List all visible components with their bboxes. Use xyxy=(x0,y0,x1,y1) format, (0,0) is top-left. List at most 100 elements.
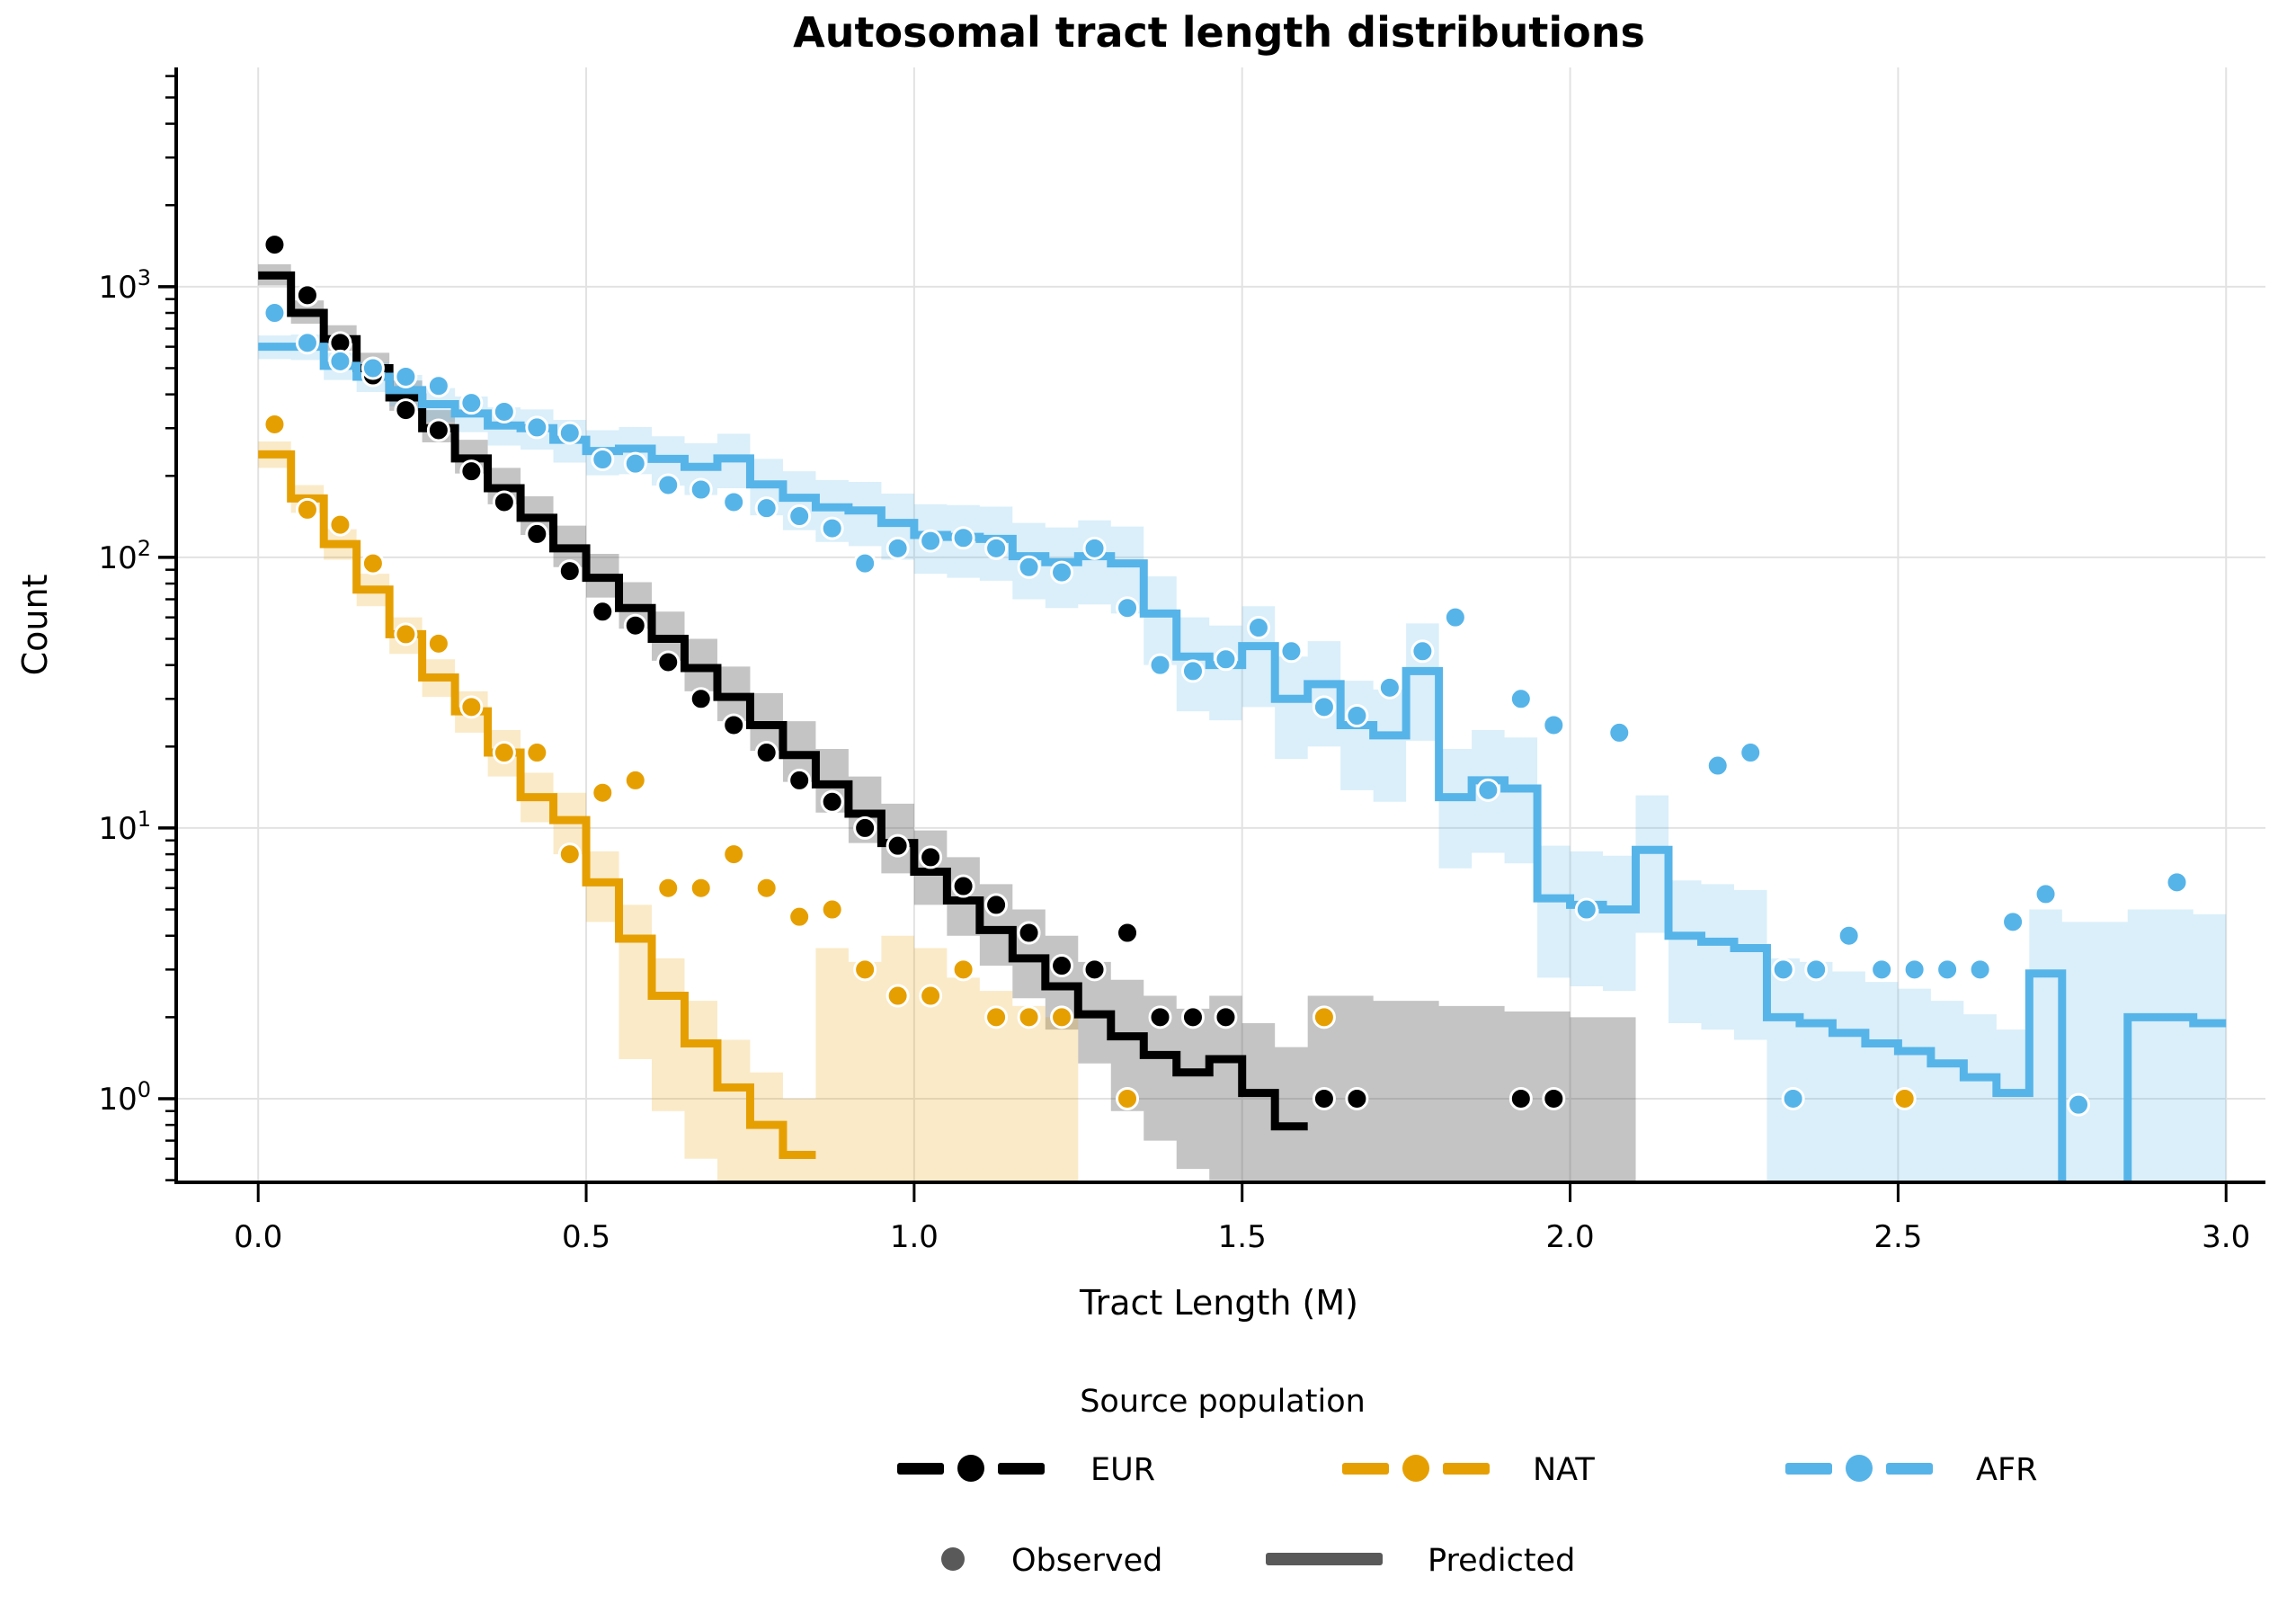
eur-observed-point xyxy=(853,815,877,840)
afr-observed-point xyxy=(295,331,319,355)
eur-observed-point xyxy=(263,233,287,257)
y-tick-label-1e0: 100 xyxy=(98,1077,151,1118)
legend-item-afr: AFR xyxy=(1785,1452,2037,1488)
afr-observed-point xyxy=(1082,536,1107,560)
series-layer xyxy=(258,233,2227,1182)
afr-observed-point xyxy=(2165,870,2189,895)
nat-observed-point xyxy=(295,497,319,521)
x-tick-label-2: 2.0 xyxy=(1546,1219,1595,1255)
eur-observed-point xyxy=(1345,1086,1369,1110)
legend-title: Source population xyxy=(1080,1384,1366,1420)
legend-item-observed: Observed xyxy=(941,1543,1162,1579)
afr-observed-point xyxy=(1411,639,1435,664)
afr-observed-point xyxy=(2067,1092,2091,1117)
nat-observed-point xyxy=(263,412,287,436)
eur-observed-point xyxy=(426,418,450,442)
afr-line-marker xyxy=(1785,1463,1832,1475)
grid-layer xyxy=(176,67,2265,1182)
eur-observed-point xyxy=(1082,958,1107,982)
nat-observed-point xyxy=(788,905,812,929)
afr-observed-point xyxy=(1705,753,1730,778)
afr-observed-point xyxy=(722,490,746,514)
afr-observed-point xyxy=(1870,958,1894,982)
afr-observed-point xyxy=(754,496,779,521)
x-tick-label-1: 1.0 xyxy=(890,1219,939,1255)
afr-observed-point xyxy=(1377,675,1402,700)
nat-observed-point xyxy=(394,622,418,646)
eur-observed-point xyxy=(919,845,943,869)
y-tick-label-1e2: 102 xyxy=(98,536,151,576)
afr-observed-point xyxy=(1180,659,1205,683)
x-tick-label-2.5: 2.5 xyxy=(1873,1219,1922,1255)
eur-observed-point xyxy=(656,650,681,674)
afr-observed-point xyxy=(1574,897,1598,922)
nat-observed-point xyxy=(459,695,484,719)
legend-item-eur: EUR xyxy=(897,1452,1155,1488)
afr-observed-point xyxy=(1476,778,1500,802)
x-tick-label-3: 3.0 xyxy=(2202,1219,2250,1255)
eur-observed-point xyxy=(1180,1005,1205,1029)
afr-observed-point xyxy=(360,356,385,380)
nat-line-marker2 xyxy=(1443,1463,1490,1475)
eur-observed-point xyxy=(1148,1005,1172,1029)
afr-observed-point xyxy=(689,477,713,502)
eur-line-marker xyxy=(897,1463,944,1475)
nat-observed-point xyxy=(1312,1005,1336,1029)
afr-observed-point xyxy=(1781,1086,1805,1110)
afr-observed-point xyxy=(263,301,287,325)
eur-observed-point xyxy=(722,713,746,737)
afr-observed-point xyxy=(820,516,844,540)
afr-observed-point xyxy=(525,415,549,440)
afr-observed-point xyxy=(1017,555,1041,579)
eur-observed-point xyxy=(1017,921,1041,945)
eur-observed-point xyxy=(1542,1086,1566,1110)
afr-observed-point xyxy=(591,447,615,471)
eur-observed-point xyxy=(1214,1005,1238,1029)
eur-observed-point xyxy=(492,490,516,514)
eur-observed-point xyxy=(394,398,418,423)
legend-label-observed: Observed xyxy=(1011,1543,1162,1579)
nat-observed-point xyxy=(525,741,549,765)
afr-dot-marker xyxy=(1846,1455,1873,1482)
x-axis-label: Tract Length (M) xyxy=(1079,1283,1358,1323)
afr-observed-point xyxy=(788,504,812,529)
afr-line-marker2 xyxy=(1886,1463,1933,1475)
afr-confidence-band xyxy=(258,334,2227,1182)
legend-label-nat: NAT xyxy=(1533,1452,1595,1488)
eur-observed-point xyxy=(295,283,319,307)
afr-observed-point xyxy=(1050,560,1074,584)
nat-observed-point xyxy=(591,780,615,805)
nat-observed-point xyxy=(689,876,713,900)
eur-observed-point xyxy=(557,559,582,584)
afr-observed-point xyxy=(1508,687,1533,711)
afr-observed-point xyxy=(1246,616,1270,640)
eur-observed-point xyxy=(525,521,549,546)
legend-label-predicted: Predicted xyxy=(1428,1543,1575,1579)
nat-observed-point xyxy=(820,897,844,922)
eur-confidence-band xyxy=(258,263,1636,1182)
afr-observed-point xyxy=(1837,923,1861,948)
afr-observed-point xyxy=(328,349,352,373)
nat-observed-point xyxy=(951,958,975,982)
eur-line-marker2 xyxy=(998,1463,1045,1475)
eur-observed-point xyxy=(591,600,615,624)
y-axis-label: Count xyxy=(15,575,55,676)
afr-observed-point xyxy=(1279,639,1304,664)
x-tick-label-0: 0.0 xyxy=(234,1219,282,1255)
nat-observed-point xyxy=(722,842,746,867)
eur-observed-point xyxy=(1050,954,1074,978)
afr-observed-point xyxy=(853,551,877,575)
afr-observed-point xyxy=(919,529,943,553)
afr-observed-point xyxy=(459,391,484,415)
nat-observed-point xyxy=(1116,1086,1140,1110)
eur-observed-point xyxy=(1508,1086,1533,1110)
y-tick-label-1e3: 103 xyxy=(98,265,151,306)
nat-observed-point xyxy=(754,876,779,900)
nat-observed-point xyxy=(656,876,681,900)
eur-observed-point xyxy=(788,768,812,792)
legend-item-nat: NAT xyxy=(1342,1452,1595,1488)
observed-dot-marker xyxy=(941,1547,965,1571)
eur-observed-point xyxy=(754,741,779,765)
eur-observed-point xyxy=(951,874,975,898)
